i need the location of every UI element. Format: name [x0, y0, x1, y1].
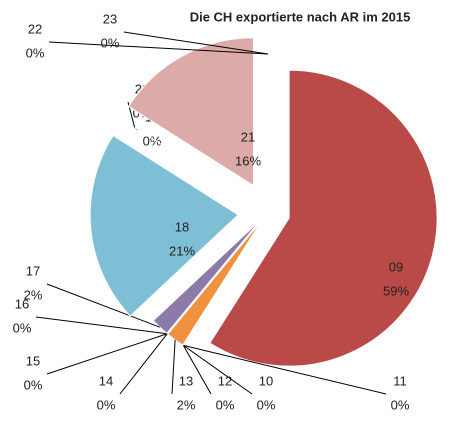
slice-category: 12: [218, 373, 232, 388]
slice-category: 14: [99, 373, 113, 388]
leader-line: [119, 333, 168, 395]
slice-value-label: 0%: [13, 320, 32, 335]
slice-category: 16: [15, 296, 29, 311]
leader-line: [183, 344, 253, 395]
slice-value-label: 0%: [216, 397, 235, 412]
leader-line: [183, 344, 387, 395]
slice-value-label: 0%: [97, 397, 116, 412]
slice-value-label: 0%: [257, 397, 276, 412]
slice-category: 21: [241, 129, 255, 144]
slice-value-label: 0%: [26, 45, 45, 60]
pie-slice: [152, 218, 262, 335]
leader-line: [46, 333, 168, 375]
slice-category: 17: [26, 263, 40, 278]
slice-value-label: 2%: [177, 397, 196, 412]
leader-line: [46, 283, 161, 328]
slice-value-label: 0%: [24, 377, 43, 392]
pie-slice: [209, 69, 438, 367]
slice-value-label: 59%: [383, 283, 409, 298]
pie-slice: [89, 134, 239, 317]
pie-slice: [127, 37, 255, 187]
slice-value-label: 21%: [169, 243, 195, 258]
slice-value-label: 16%: [235, 153, 261, 168]
slice-category: 11: [393, 373, 407, 388]
slice-category: 13: [179, 373, 193, 388]
leader-line: [182, 345, 212, 395]
slice-category: 10: [259, 373, 273, 388]
slice-value-label: 0%: [143, 133, 162, 148]
slice-category: 23: [103, 11, 117, 26]
slice-category: 18: [175, 219, 189, 234]
slice-value-label: 0%: [101, 35, 120, 50]
leader-line: [35, 316, 168, 335]
leader-line: [171, 339, 176, 395]
leader-line: [48, 41, 269, 55]
leader-line: [123, 31, 269, 55]
chart-title: Die CH exportierte nach AR im 2015: [190, 9, 411, 24]
slice-category: 09: [389, 259, 403, 274]
slice-value-label: 0%: [391, 397, 410, 412]
slice-category: 15: [26, 353, 40, 368]
slice-category: 22: [28, 21, 42, 36]
slice-value-label: 2%: [24, 287, 43, 302]
